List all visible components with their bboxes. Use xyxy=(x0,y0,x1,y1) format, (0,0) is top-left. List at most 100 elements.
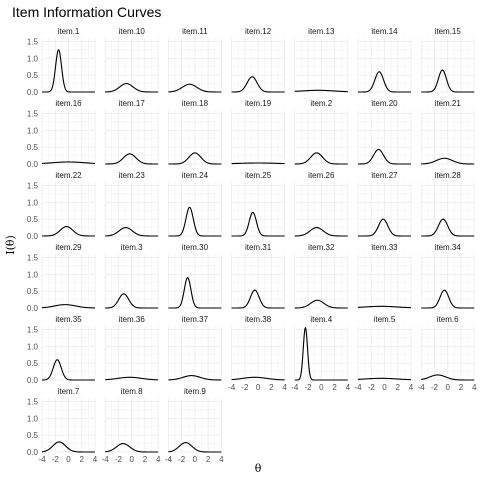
facet-strip-label: item.4 xyxy=(310,315,332,324)
y-tick-label: 0.0 xyxy=(27,448,39,457)
information-curve xyxy=(105,153,159,165)
panel-grid xyxy=(167,254,222,309)
x-tick-label: -4 xyxy=(102,455,110,464)
facet-panel: item.37 xyxy=(167,315,222,381)
y-tick-label: 1.5 xyxy=(27,181,39,190)
panel-grid xyxy=(231,326,286,381)
x-tick-label: 4 xyxy=(346,383,351,392)
facet-panel: item.29 0.0 0.5 1.0 1.5 xyxy=(27,243,96,313)
facet-panel: item.18 xyxy=(167,99,222,165)
y-tick-label: 0.5 xyxy=(27,287,39,296)
facet-panel: item.24 xyxy=(167,171,222,237)
x-tick-label: 2 xyxy=(332,383,337,392)
y-tick-label: 1.0 xyxy=(27,198,39,207)
facet-strip-label: item.37 xyxy=(182,315,209,324)
facet-strip-label: item.21 xyxy=(435,99,462,108)
panel-grid xyxy=(104,254,159,309)
information-curve xyxy=(357,71,412,93)
x-tick-label: -2 xyxy=(52,455,60,464)
facet-panel: item.30 xyxy=(167,243,222,309)
information-curve xyxy=(168,206,222,237)
x-tick-label: 2 xyxy=(396,383,401,392)
facet-strip-label: item.1 xyxy=(58,27,80,36)
facet-strip-label: item.17 xyxy=(119,99,146,108)
x-tick-label: 0 xyxy=(193,455,198,464)
facet-panel: item.36 xyxy=(104,315,159,381)
facet-panel: item.38 -4 -2 0 2 4 xyxy=(228,315,287,392)
panel-grid xyxy=(231,110,286,165)
information-curve xyxy=(294,227,348,237)
y-tick-label: 1.5 xyxy=(27,37,39,46)
facet-strip-label: item.8 xyxy=(121,387,143,396)
information-curve xyxy=(105,376,159,381)
y-tick-label: 1.5 xyxy=(27,397,39,406)
facet-panel: item.32 xyxy=(294,243,349,309)
facet-strip-label: item.38 xyxy=(245,315,272,324)
x-tick-label: -4 xyxy=(228,383,236,392)
panel-grid xyxy=(231,38,286,93)
information-curve xyxy=(357,148,412,165)
panel-grid xyxy=(41,182,96,237)
facet-strip-label: item.2 xyxy=(310,99,332,108)
facet-strip-label: item.19 xyxy=(245,99,272,108)
information-curve xyxy=(357,305,412,309)
x-tick-label: 2 xyxy=(206,455,211,464)
panel-grid xyxy=(167,326,222,381)
facet-panel: item.12 xyxy=(231,27,286,93)
facet-strip-label: item.18 xyxy=(182,99,209,108)
information-curve xyxy=(294,327,348,381)
facet-panel: item.31 xyxy=(231,243,286,309)
panel-grid xyxy=(357,110,412,165)
x-tick-label: -4 xyxy=(165,455,173,464)
facet-strip-label: item.31 xyxy=(245,243,272,252)
panel-grid xyxy=(294,182,349,237)
information-curve xyxy=(231,76,285,93)
information-curve xyxy=(231,162,285,165)
panel-grid xyxy=(104,326,159,381)
x-tick-label: 4 xyxy=(156,455,161,464)
facet-panel: item.20 xyxy=(357,99,412,165)
facet-panel: item.28 xyxy=(420,171,475,237)
facet-panel: item.17 xyxy=(104,99,159,165)
information-curve xyxy=(41,359,96,381)
information-curve xyxy=(421,289,475,309)
information-curve xyxy=(294,299,348,309)
x-tick-label: -4 xyxy=(354,383,362,392)
facet-panel: item.21 xyxy=(420,99,475,165)
facet-strip-label: item.20 xyxy=(371,99,398,108)
facet-strip-label: item.13 xyxy=(308,27,335,36)
information-curve xyxy=(168,375,222,381)
information-curve xyxy=(421,157,475,165)
information-curve xyxy=(105,227,159,237)
x-tick-label: 2 xyxy=(459,383,464,392)
facet-panel: item.15 xyxy=(420,27,475,93)
x-axis-label: θ xyxy=(255,462,262,475)
panel-grid xyxy=(167,110,222,165)
panel-grid xyxy=(357,182,412,237)
facet-strip-label: item.30 xyxy=(182,243,209,252)
facet-panel: item.19 xyxy=(231,99,286,165)
panel-grid xyxy=(41,110,96,165)
x-tick-label: 0 xyxy=(319,383,324,392)
x-tick-label: -2 xyxy=(431,383,439,392)
facet-strip-label: item.22 xyxy=(55,171,82,180)
y-tick-label: 1.5 xyxy=(27,109,39,118)
y-tick-label: 1.5 xyxy=(27,253,39,262)
facet-panel: item.7 0.0 0.5 1.0 1.5 -4 -2 0 2 4 xyxy=(27,387,98,464)
facet-panel: item.35 0.0 0.5 1.0 1.5 xyxy=(27,315,96,385)
information-curve xyxy=(41,441,96,453)
x-tick-label: 0 xyxy=(382,383,387,392)
facet-panel: item.11 xyxy=(167,27,222,93)
panel-grid xyxy=(420,110,475,165)
information-curve xyxy=(105,443,159,453)
panel-grid xyxy=(104,398,159,453)
facet-panel: item.26 xyxy=(294,171,349,237)
information-curve xyxy=(231,211,285,237)
facet-panel: item.25 xyxy=(231,171,286,237)
information-curve xyxy=(357,377,412,381)
x-tick-label: -2 xyxy=(115,455,123,464)
x-tick-label: 0 xyxy=(129,455,134,464)
facet-strip-label: item.3 xyxy=(121,243,143,252)
facet-panel: item.23 xyxy=(104,171,159,237)
